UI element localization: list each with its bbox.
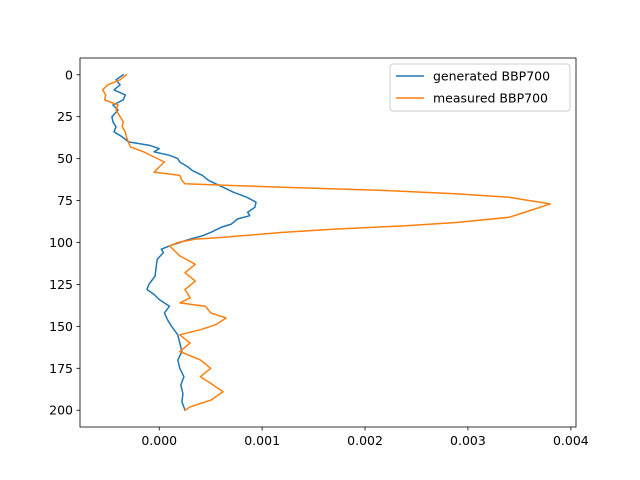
y-tick-label: 150 [49,319,73,334]
x-tick-label: 0.001 [244,433,280,448]
y-tick-label: 100 [49,235,73,250]
legend-box [389,63,571,112]
y-tick-label: 200 [49,403,73,418]
x-tick-label: 0.004 [553,433,589,448]
y-tick-label: 25 [57,109,73,124]
y-tick-label: 125 [49,277,73,292]
y-tick-label: 175 [49,361,73,376]
series-layer [101,73,552,412]
x-axis: 0.000 0.001 0.002 0.003 0.004 [141,427,589,448]
legend-label-2: measured BBP700 [433,91,548,106]
legend: generated BBP700 measured BBP700 [389,63,571,112]
x-tick-label: 0.000 [141,433,177,448]
legend-label-1: generated BBP700 [433,69,550,84]
series-line-1 [111,73,257,412]
x-tick-label: 0.002 [347,433,383,448]
y-axis: 0 25 50 75 100 125 150 175 200 [49,67,80,418]
y-tick-label: 0 [65,67,73,82]
y-tick-label: 75 [57,193,73,208]
y-tick-label: 50 [57,151,73,166]
series-line-2 [101,73,552,412]
x-tick-label: 0.003 [450,433,486,448]
